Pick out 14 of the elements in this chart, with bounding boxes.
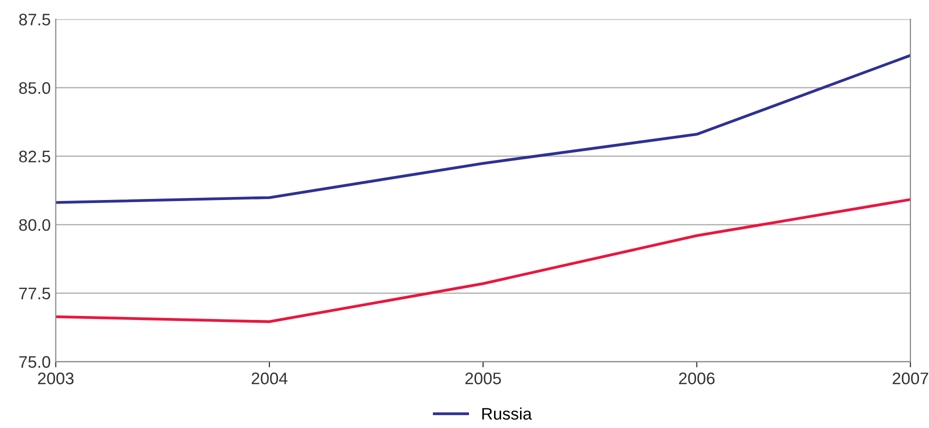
line-series [56,198,910,324]
y-tick-label: 82.5 [19,150,50,162]
legend-label: Russia [482,407,532,420]
y-tick-label: 85.0 [19,82,50,94]
x-tick-label: 2003 [38,372,74,384]
line-series [56,54,910,204]
y-tick-label: 80.0 [19,219,50,231]
y-tick-label: 75.0 [19,356,50,368]
x-tick-label: 2007 [892,372,928,384]
y-tick-label: 87.5 [19,14,50,26]
x-tick-label: 2005 [465,372,501,384]
x-tick-label: 2004 [252,372,288,384]
x-tick-label: 2006 [679,372,715,384]
y-tick-label: 77.5 [19,288,50,300]
